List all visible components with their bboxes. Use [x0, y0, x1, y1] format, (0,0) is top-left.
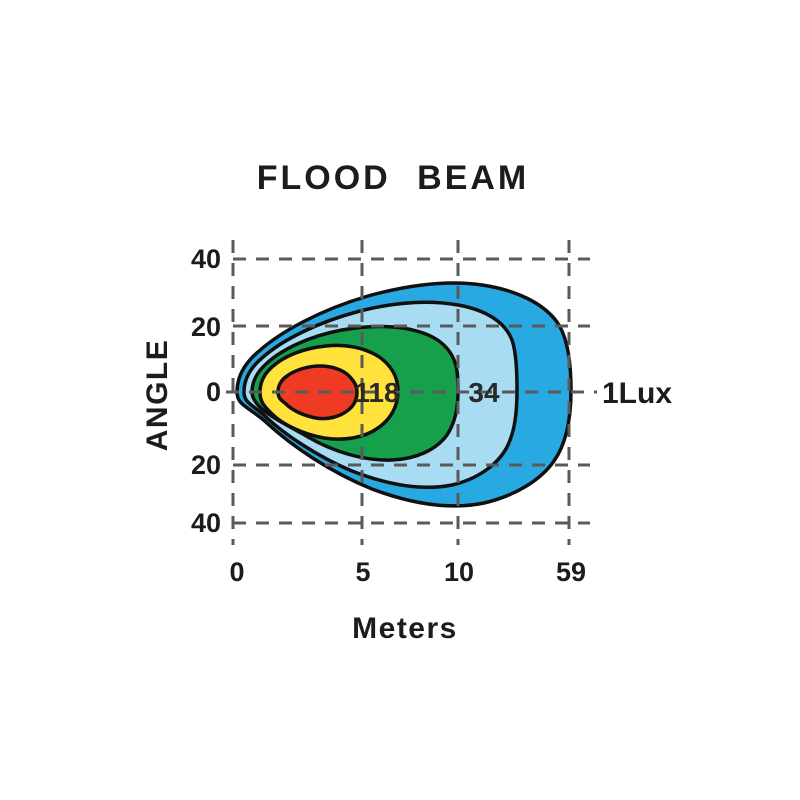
y-axis-tick-labels: 40 20 0 20 40: [191, 244, 221, 538]
grid: [226, 240, 597, 545]
y-axis-title: ANGLE: [141, 339, 174, 452]
y-tick-0: 0: [206, 377, 221, 407]
x-tick-5m: 5: [355, 557, 370, 587]
contour-label-118: 118: [354, 377, 399, 408]
x-axis-title: Meters: [352, 612, 458, 645]
y-tick-20-top: 20: [191, 312, 221, 342]
beam-contours: [235, 281, 573, 508]
x-tick-10m: 10: [444, 557, 474, 587]
x-tick-0m: 0: [229, 557, 244, 587]
beam-contour-red-core: [276, 364, 359, 421]
chart-title: FLOOD BEAM: [257, 159, 530, 197]
y-tick-40-bottom: 40: [191, 508, 221, 538]
contour-value-labels: 118 34 1Lux: [354, 377, 672, 410]
y-tick-20-bottom: 20: [191, 450, 221, 480]
y-tick-40-top: 40: [191, 244, 221, 274]
contour-label-34: 34: [468, 377, 500, 408]
x-tick-59m: 59: [556, 557, 586, 587]
x-axis-tick-labels: 0 5 10 59: [229, 557, 586, 587]
contour-label-1lux: 1Lux: [602, 377, 672, 410]
